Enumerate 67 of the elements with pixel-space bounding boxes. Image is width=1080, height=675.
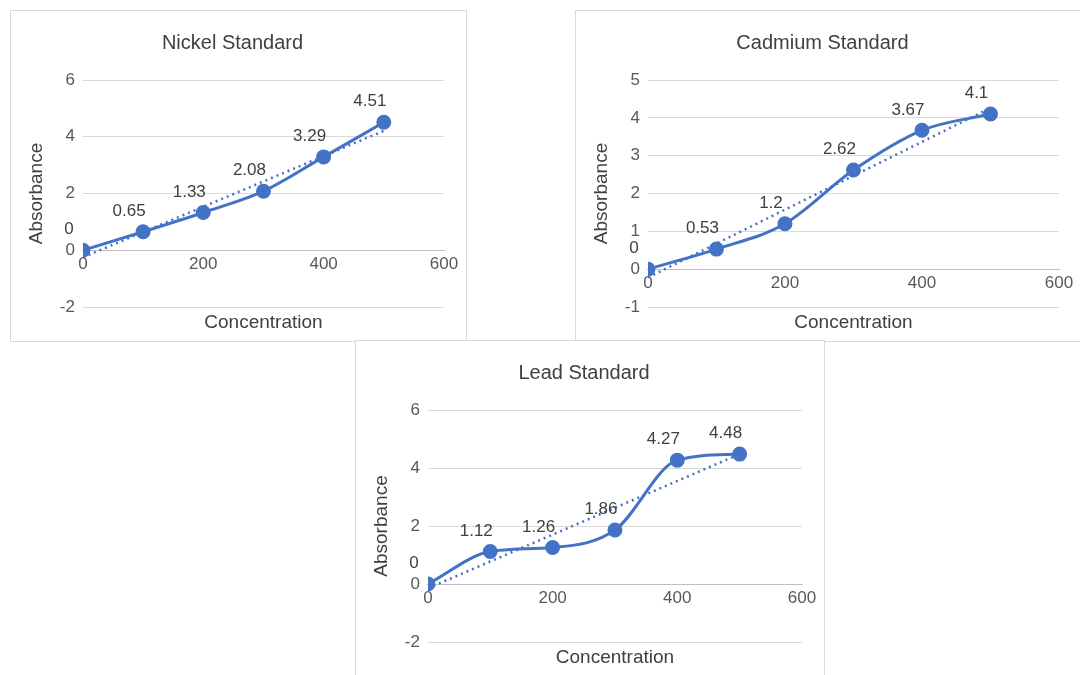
point — [607, 522, 623, 538]
data-label: 0.53 — [685, 218, 719, 238]
x-tick-label: 400 — [907, 273, 937, 293]
y-tick-label: -2 — [59, 296, 75, 316]
x-tick-label: 0 — [643, 273, 653, 293]
y-tick-label: -1 — [624, 296, 640, 316]
point — [777, 216, 793, 232]
y-tick-label: -2 — [404, 631, 420, 651]
x-tick-label: 600 — [429, 254, 459, 274]
point — [135, 224, 151, 240]
y-tick-label: 4 — [65, 126, 75, 146]
data-label: 4.1 — [964, 83, 989, 103]
y-tick-label: 2 — [65, 183, 75, 203]
data-label: 3.29 — [293, 126, 327, 146]
y-tick-label: 6 — [410, 399, 420, 419]
x-axis-title: Concentration — [794, 310, 913, 332]
data-label: 2.62 — [822, 139, 856, 159]
y-tick-label: 6 — [65, 69, 75, 89]
y-tick-label: 0 — [410, 573, 420, 593]
x-axis-title: Concentration — [555, 645, 675, 667]
point — [845, 162, 861, 178]
point — [982, 106, 998, 122]
data-label: 4.51 — [353, 91, 387, 111]
x-tick-label: 600 — [1044, 273, 1074, 293]
y-tick-label: 2 — [630, 183, 640, 203]
point — [376, 114, 392, 130]
data-label: 1.33 — [172, 181, 206, 201]
chart-title: Cadmium Standard — [736, 30, 909, 53]
x-tick-label: 400 — [309, 254, 338, 274]
y-axis-title: Absorbance — [589, 142, 611, 245]
x-tick-label: 0 — [78, 254, 88, 274]
point — [708, 241, 724, 257]
y-axis-title: Absorbance — [369, 475, 391, 577]
y-tick-label: 2 — [410, 515, 420, 535]
y-axis-title: Absorbance — [24, 142, 46, 245]
y-tick-label: 4 — [630, 107, 640, 127]
data-label: 1.2 — [759, 192, 783, 212]
x-axis-title: Concentration — [204, 310, 323, 332]
point — [545, 539, 561, 555]
y-tick-label: 3 — [630, 145, 640, 165]
point — [316, 149, 332, 165]
point — [195, 205, 211, 221]
data-label: 4.27 — [646, 429, 680, 449]
point — [482, 544, 498, 560]
x-tick-label: 200 — [770, 273, 800, 293]
y-tick-label: 5 — [630, 69, 640, 89]
x-tick-label: 200 — [189, 254, 218, 274]
data-label: 2.08 — [232, 160, 266, 180]
chart-title: Nickel Standard — [161, 30, 304, 53]
data-label: 0.65 — [112, 200, 146, 220]
y-tick-label: 4 — [410, 457, 420, 477]
point — [255, 183, 271, 199]
data-label: 1.12 — [459, 520, 493, 540]
x-tick-label: 200 — [538, 587, 567, 607]
x-tick-label: 0 — [423, 587, 433, 607]
point — [914, 122, 930, 138]
data-label: 4.48 — [709, 423, 743, 443]
point — [732, 446, 748, 462]
data-label: 3.67 — [891, 99, 925, 119]
data-label: 1.26 — [522, 516, 556, 536]
y-tick-label: 1 — [630, 221, 640, 241]
x-tick-label: 400 — [663, 587, 692, 607]
chart-title: Lead Standard — [518, 360, 650, 383]
y-tick-label: 0 — [65, 239, 75, 259]
data-label: 1.86 — [584, 499, 618, 519]
point — [669, 452, 685, 468]
x-tick-label: 600 — [787, 587, 817, 607]
